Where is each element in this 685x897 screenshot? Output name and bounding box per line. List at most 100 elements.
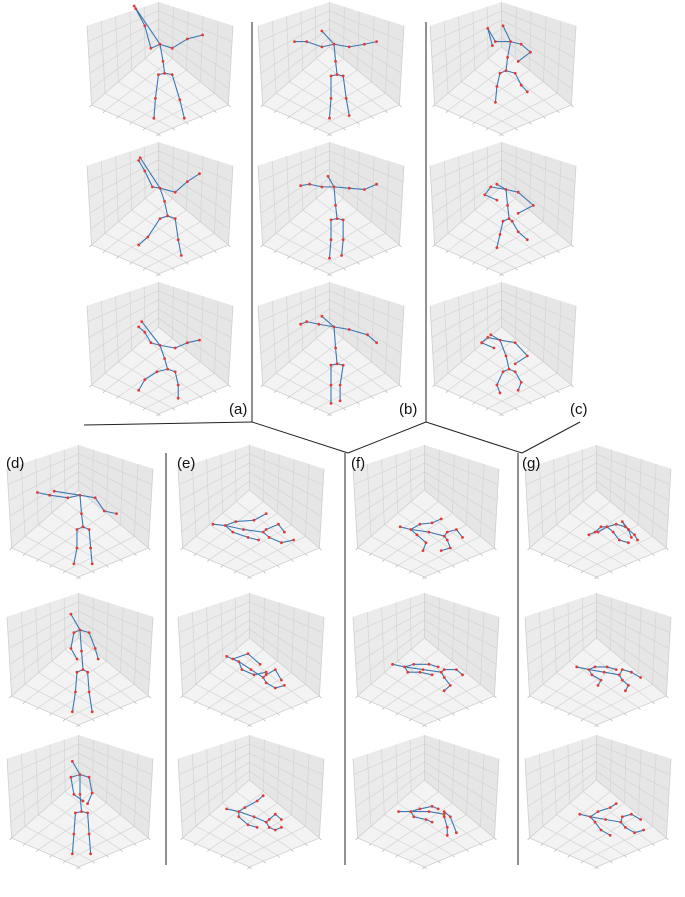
skeleton — [480, 333, 529, 395]
grid-line — [357, 11, 360, 71]
joint — [157, 73, 160, 76]
bone — [615, 523, 626, 528]
grid-line — [249, 743, 324, 775]
grid-line — [275, 58, 344, 112]
joint — [80, 649, 83, 653]
grid-line — [538, 611, 544, 685]
axis-tick — [116, 256, 119, 259]
grid-line — [501, 317, 573, 370]
axis-tick — [438, 718, 441, 722]
axis-tick — [89, 384, 92, 388]
back-left-pane — [258, 2, 330, 105]
joint — [225, 807, 229, 811]
bone — [247, 653, 261, 665]
grid-line — [461, 221, 530, 263]
grid-line — [582, 791, 653, 845]
grid-line — [51, 660, 121, 708]
grid-line — [487, 58, 558, 112]
grid-line — [220, 454, 224, 514]
joint — [173, 190, 177, 194]
axis-edge — [399, 165, 405, 245]
axis-tick — [172, 407, 175, 411]
divider-line — [347, 421, 427, 454]
grid-line — [452, 454, 455, 514]
axis-tick — [129, 402, 132, 405]
joint — [293, 40, 296, 43]
joint — [599, 828, 603, 832]
bone — [88, 833, 92, 855]
joint — [93, 647, 97, 650]
bone — [342, 75, 347, 99]
grid-line — [569, 660, 639, 708]
grid-line — [384, 524, 453, 566]
grid-line — [24, 536, 93, 572]
grid-line — [235, 536, 306, 572]
grid-line — [458, 16, 462, 82]
bone — [410, 528, 430, 533]
joint — [620, 678, 624, 682]
back-right-pane — [501, 282, 576, 385]
axis-tick — [76, 724, 79, 728]
joint — [341, 74, 345, 78]
grid-line — [569, 512, 639, 560]
grid-line — [178, 601, 250, 633]
grid-line — [64, 684, 135, 720]
grid-line — [543, 16, 547, 82]
bone — [79, 629, 90, 634]
joint — [391, 662, 394, 666]
bone — [238, 661, 243, 671]
pose-plot-panel — [524, 735, 672, 870]
grid-line — [191, 753, 197, 827]
pose-plot-panel — [86, 142, 234, 277]
axis-tick — [220, 855, 223, 858]
joint — [72, 832, 76, 836]
bone — [490, 186, 507, 191]
axis-tick — [529, 122, 532, 125]
grid-line — [172, 286, 174, 339]
back-right-pane — [329, 2, 404, 105]
joint — [403, 665, 407, 669]
label-group-e: (e) — [177, 455, 196, 472]
axis-edge — [148, 468, 154, 548]
grid-line — [596, 752, 670, 791]
joint — [249, 668, 253, 671]
grid-line — [131, 69, 201, 117]
axis-tick — [249, 866, 252, 870]
joint — [507, 217, 511, 221]
bone — [591, 674, 602, 681]
axis-tick — [207, 707, 210, 710]
grid-line — [35, 749, 39, 815]
joint — [334, 346, 337, 350]
joint — [504, 69, 508, 72]
grid-line — [410, 536, 481, 572]
back-right-pane — [78, 735, 153, 838]
pose-plot-panel — [6, 593, 154, 728]
grid-line — [78, 761, 151, 807]
bone — [419, 522, 433, 525]
joint — [366, 333, 369, 337]
bone — [70, 647, 78, 660]
bone — [241, 669, 255, 676]
grid-line — [501, 308, 574, 354]
axis-tick — [327, 133, 330, 137]
grid-line — [466, 459, 470, 525]
skeleton — [211, 512, 295, 545]
joint — [299, 184, 302, 188]
bone — [71, 760, 81, 776]
bone — [171, 74, 181, 101]
bone — [449, 816, 457, 834]
joint — [292, 538, 295, 542]
joint — [81, 668, 85, 671]
label-group-a: (a) — [229, 401, 248, 418]
joint — [163, 71, 167, 75]
grid-line — [271, 20, 277, 94]
grid-line — [120, 459, 124, 525]
axis-tick — [180, 547, 183, 551]
axis-tick — [395, 565, 398, 568]
bone — [597, 807, 611, 813]
joint — [590, 673, 594, 677]
axis-tick — [554, 559, 557, 562]
axis-edge — [182, 489, 250, 549]
joint — [418, 670, 422, 674]
axis-tick — [305, 701, 308, 705]
